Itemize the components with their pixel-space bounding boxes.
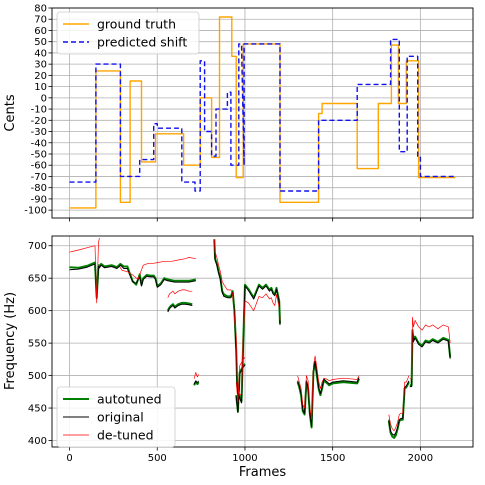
- de-tuned-line: [213, 239, 281, 396]
- y-tick-label: 10: [34, 82, 47, 93]
- y-tick-label: 80: [34, 4, 47, 15]
- y-tick-label: -80: [31, 183, 47, 194]
- legend: ground truth predicted shift: [56, 11, 200, 55]
- de-tuned-line: [409, 316, 451, 380]
- y-tick-label: -90: [31, 194, 47, 205]
- axes-frame: [51, 7, 474, 219]
- top-chart-cents: 80706050403020100-10-20-30-40-50-60-70-8…: [3, 4, 474, 222]
- original-line: [213, 240, 281, 404]
- x-tick-label: 500: [148, 453, 167, 464]
- y-axis-label: Frequency (Hz): [3, 292, 18, 390]
- original-line: [235, 364, 246, 414]
- legend: autotuned original de-tuned: [56, 386, 176, 448]
- de-tuned-line: [297, 355, 360, 421]
- y-tick-label: 50: [34, 37, 47, 48]
- autotuned-line: [387, 381, 410, 439]
- y-tick-label: 650: [28, 274, 47, 285]
- autotuned-line: [296, 361, 360, 429]
- y-tick-label: 400: [28, 436, 47, 447]
- x-tick-label: 0: [66, 453, 72, 464]
- y-tick-label: 20: [34, 71, 47, 82]
- de-tuned-line: [69, 237, 100, 304]
- autotuned-line: [69, 261, 196, 299]
- legend-label: autotuned: [97, 392, 162, 407]
- plot-area: [69, 237, 452, 439]
- y-tick-label: 450: [28, 404, 47, 415]
- x-axis-label: Frames: [239, 465, 287, 480]
- plot-area: [69, 16, 456, 209]
- x-tick-label: 2000: [408, 453, 433, 464]
- y-tick-label: 600: [28, 306, 47, 317]
- y-tick-label: -10: [31, 105, 47, 116]
- axes-frame: [51, 235, 474, 448]
- predicted-shift-line: [69, 38, 456, 192]
- y-tick-label: -100: [24, 206, 47, 217]
- autotuned-line: [193, 381, 200, 386]
- original-line: [193, 380, 199, 385]
- y-tick-label: 550: [28, 339, 47, 350]
- de-tuned-line: [193, 371, 199, 379]
- x-tick-label: 1500: [320, 453, 345, 464]
- autotuned-line: [213, 239, 281, 403]
- y-tick-label: 40: [34, 48, 47, 59]
- legend-label: predicted shift: [97, 35, 187, 50]
- de-tuned-line: [235, 357, 246, 402]
- y-tick-label: 0: [41, 93, 47, 104]
- original-line: [388, 380, 410, 436]
- original-line: [167, 303, 193, 313]
- original-line: [69, 263, 196, 300]
- y-axis-label: Cents: [3, 94, 18, 131]
- y-tick-label: -50: [31, 149, 47, 160]
- bottom-chart-frequency: 0 500 1000 1500 2000 700 650 600 550 500 450 400 Fre…: [3, 235, 474, 480]
- legend-box: [56, 386, 176, 448]
- y-tick-label: -60: [31, 161, 47, 172]
- y-tick-label: 70: [34, 15, 47, 26]
- original-line: [409, 332, 451, 388]
- y-tick-label: -20: [31, 116, 47, 127]
- ground-truth-line: [69, 16, 456, 209]
- legend-label: de-tuned: [97, 428, 154, 443]
- y-tick-label: -70: [31, 172, 47, 183]
- de-tuned-line: [167, 289, 193, 298]
- autotuned-line: [166, 301, 193, 312]
- de-tuned-line: [119, 257, 196, 280]
- de-tuned-line: [388, 375, 410, 432]
- autotuned-line: [409, 329, 452, 387]
- y-tick-label: -30: [31, 127, 47, 138]
- y-tick-label: 500: [28, 371, 47, 382]
- legend-box: [56, 11, 200, 55]
- x-tick-label: 1000: [232, 453, 257, 464]
- legend-label: original: [97, 410, 144, 425]
- legend-label: ground truth: [97, 17, 176, 32]
- original-line: [297, 360, 360, 427]
- y-tick-label: -40: [31, 138, 47, 149]
- y-tick-label: 30: [34, 60, 47, 71]
- y-tick-label: 60: [34, 26, 47, 37]
- y-tick-label: 700: [28, 241, 47, 252]
